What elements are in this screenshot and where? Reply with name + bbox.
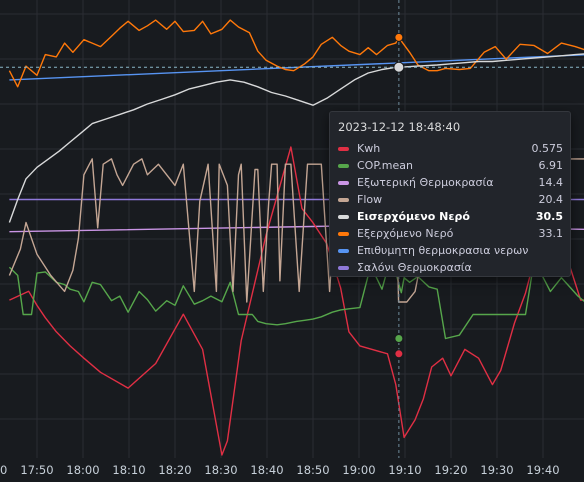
tooltip-row: Επιθυμητη θερμοκρασια νερων <box>338 242 563 259</box>
x-tick-7: 19:00 <box>342 463 375 477</box>
tooltip-series-value: 30.5 <box>535 210 563 223</box>
x-tick-1: 18:00 <box>66 463 99 477</box>
tooltip-row: Σαλόνι Θερμοκρασία <box>338 259 563 276</box>
x-tick-9: 19:20 <box>434 463 467 477</box>
tooltip-row: Εισερχόμενο Νερό 30.5 <box>338 208 563 225</box>
tooltip-rows: Kwh 0.575 COP.mean 6.91 Εξωτερική Θερμοκρασί… <box>338 140 563 276</box>
tooltip-swatch <box>338 265 349 270</box>
tooltip-row: Flow 20.4 <box>338 191 563 208</box>
x-tick-3: 18:20 <box>158 463 191 477</box>
tooltip-swatch <box>338 197 349 202</box>
x-tick-11: 19:40 <box>526 463 559 477</box>
marker-4 <box>393 61 405 73</box>
x-tick-2: 18:10 <box>112 463 145 477</box>
tooltip-series-value: 0.575 <box>531 142 564 155</box>
tooltip-swatch <box>338 248 349 253</box>
tooltip-series-name: Επιθυμητη θερμοκρασια νερων <box>357 244 529 257</box>
tooltip-row: COP.mean 6.91 <box>338 157 563 174</box>
marker-1 <box>394 334 404 344</box>
x-tick-0: 17:50 <box>20 463 53 477</box>
tooltip-series-name: Kwh <box>357 142 381 155</box>
tooltip-row: Εξωτερική Θερμοκρασία 14.4 <box>338 174 563 191</box>
x-tick-10: 19:30 <box>480 463 513 477</box>
tooltip-swatch <box>338 214 349 219</box>
marker-5 <box>394 32 404 42</box>
tooltip-series-name: Εξωτερική Θερμοκρασία <box>357 176 494 189</box>
tooltip-series-name: Εισερχόμενο Νερό <box>357 210 470 223</box>
tooltip-series-name: Σαλόνι Θερμοκρασία <box>357 261 472 274</box>
series-line-1 <box>8 258 584 340</box>
marker-0 <box>394 349 404 359</box>
tooltip-row: Kwh 0.575 <box>338 140 563 157</box>
x-tick-5: 18:40 <box>250 463 283 477</box>
x-tick-6: 18:50 <box>296 463 329 477</box>
tooltip-swatch <box>338 231 349 236</box>
tooltip-row: Εξερχόμενο Νερό 33.1 <box>338 225 563 242</box>
tooltip-swatch <box>338 146 349 151</box>
tooltip-series-value: 14.4 <box>538 176 564 189</box>
tooltip-series-name: Flow <box>357 193 383 206</box>
tooltip-series-name: COP.mean <box>357 159 413 172</box>
x-axis: 0 17:50 18:00 18:10 18:20 18:30 18:40 18:50 19:0… <box>0 463 560 477</box>
hover-tooltip: 2023-12-12 18:48:40 Kwh 0.575 COP.mean 6.91… <box>329 111 571 277</box>
series-line-4 <box>8 53 584 223</box>
x-tick-4: 18:30 <box>204 463 237 477</box>
series-line-0 <box>9 146 584 456</box>
tooltip-swatch <box>338 180 349 185</box>
tooltip-series-value: 6.91 <box>538 159 564 172</box>
tooltip-series-name: Εξερχόμενο Νερό <box>357 227 454 240</box>
x-tick-edge: 0 <box>0 463 7 477</box>
x-tick-8: 19:10 <box>388 463 421 477</box>
tooltip-time: 2023-12-12 18:48:40 <box>338 120 461 134</box>
series-line-5 <box>8 19 584 88</box>
tooltip-series-value: 20.4 <box>538 193 564 206</box>
tooltip-series-value: 33.1 <box>538 227 564 240</box>
tooltip-swatch <box>338 163 349 168</box>
